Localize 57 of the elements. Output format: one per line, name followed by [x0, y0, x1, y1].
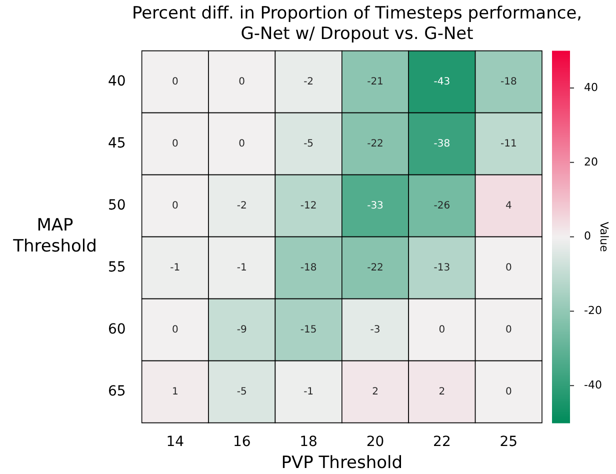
- data-label: 2: [438, 386, 446, 398]
- data-label: -43: [434, 76, 450, 88]
- y-tick-label: 65: [108, 383, 126, 400]
- data-label: -5: [236, 386, 247, 398]
- data-label: -11: [500, 138, 517, 150]
- data-label: -22: [367, 138, 384, 150]
- data-label: 0: [172, 76, 178, 88]
- x-tick-label: 18: [300, 434, 318, 450]
- data-label: -21: [367, 76, 384, 88]
- data-label: -2: [236, 200, 247, 212]
- data-label: -1: [236, 262, 247, 274]
- data-label: 0: [172, 200, 178, 212]
- color-bar-label: 40: [584, 80, 598, 94]
- y-tick-label: 40: [108, 73, 126, 90]
- data-label: 0: [505, 262, 512, 274]
- data-label: 0: [438, 324, 446, 336]
- data-label: -15: [300, 324, 317, 336]
- data-label: 0: [172, 138, 178, 150]
- data-label: 0: [238, 76, 246, 88]
- color-bar-label: 20: [584, 155, 598, 168]
- data-label: 0: [238, 138, 246, 150]
- color-bar-label: -40: [584, 378, 602, 392]
- color-bar-title: Value: [598, 222, 611, 252]
- x-tick-label: 14: [166, 434, 184, 450]
- data-label: -1: [304, 386, 314, 398]
- x-tick-label: 22: [433, 434, 451, 450]
- y-axis-title: MAP Threshold: [12, 216, 97, 257]
- data-label: -3: [370, 324, 380, 336]
- data-label: 2: [372, 386, 378, 398]
- data-label: -38: [434, 138, 450, 150]
- data-label: -12: [300, 200, 317, 212]
- data-label: 4: [505, 200, 512, 212]
- y-tick-label: 55: [108, 259, 126, 276]
- data-label: 0: [505, 386, 512, 398]
- data-label: -5: [304, 138, 314, 150]
- y-tick-label: 60: [108, 321, 126, 338]
- data-label: -1: [170, 262, 180, 274]
- x-tick-label: 25: [500, 434, 518, 450]
- y-tick-label: 50: [108, 197, 126, 214]
- data-label: -9: [236, 324, 247, 336]
- chart-title: Percent diff. in Proportion of Timesteps performance, G-Net w/ Dropout vs. G-Net: [132, 4, 582, 44]
- data-label: -13: [434, 262, 450, 274]
- data-label: 0: [172, 324, 178, 336]
- data-label: -2: [304, 76, 314, 88]
- data-label: 1: [172, 386, 178, 398]
- data-label: -22: [367, 262, 384, 274]
- data-label: -33: [367, 200, 384, 212]
- data-label: 0: [505, 324, 512, 336]
- x-tick-label: 20: [366, 434, 384, 450]
- x-axis-title: PVP Threshold: [281, 453, 403, 474]
- data-label: -18: [300, 262, 317, 274]
- data-label: -18: [500, 76, 517, 88]
- y-tick-label: 45: [108, 135, 126, 152]
- x-tick-label: 16: [232, 434, 251, 450]
- color-bar-label: 0: [584, 230, 591, 243]
- color-bar-label: -20: [584, 304, 602, 318]
- data-label: -26: [434, 200, 450, 212]
